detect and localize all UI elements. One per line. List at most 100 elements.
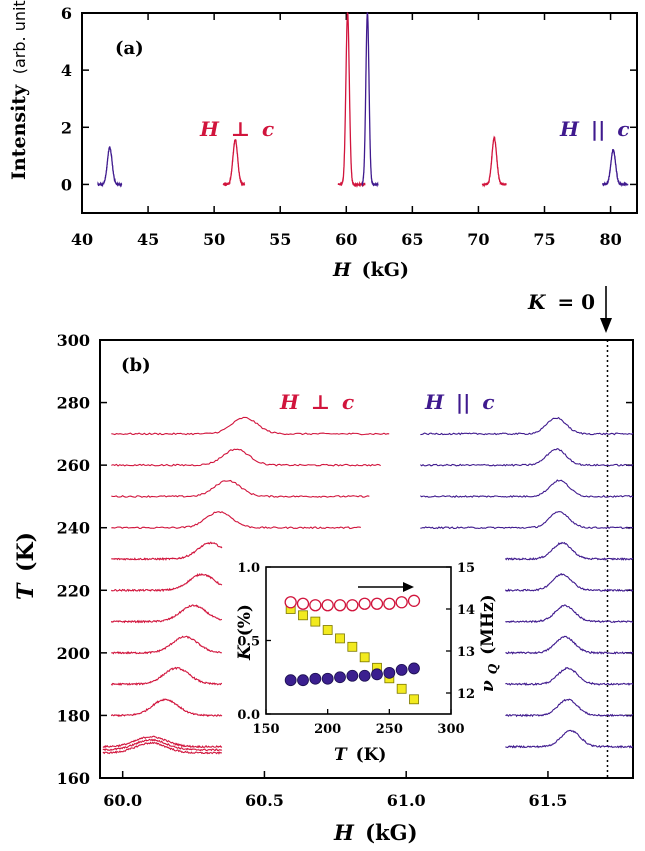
inset-k-par-dot xyxy=(395,664,408,676)
inset: 150 200 250 300 0.0 0.5 1.0 12 13 14 15 K (%) T (K… xyxy=(235,561,502,765)
inset-marks xyxy=(284,594,421,705)
b-ytick-label: 240 xyxy=(57,519,90,538)
inset-ytick-label: 1.0 xyxy=(237,561,260,576)
a-xtick-label: 75 xyxy=(533,230,555,249)
panel-b-ylabel-unit: (K) xyxy=(13,532,39,572)
b-trace-perp xyxy=(102,735,223,749)
panel-b: 60.0 60.5 61.0 61.5 160 180 200 220 240 260 280 300… xyxy=(13,331,634,845)
panel-a-ylabel-unit: (arb. units) xyxy=(10,0,29,74)
inset-k-perp-circle xyxy=(296,597,310,610)
panel-b-label-par-H: H xyxy=(424,390,445,414)
panel-a-ylabel: Intensity (arb. units) xyxy=(8,0,30,180)
panel-b-curves xyxy=(102,416,634,755)
inset-k-perp-circle xyxy=(383,597,396,610)
inset-ylabel-K: K xyxy=(235,644,255,661)
b-trace-perp xyxy=(110,666,223,687)
b-trace-perp xyxy=(110,604,223,624)
b-trace-par xyxy=(504,573,634,592)
k-zero-arrow-head xyxy=(600,318,612,333)
inset-nuq-square xyxy=(396,683,407,694)
inset-k-perp-circle xyxy=(333,599,347,612)
b-trace-par xyxy=(420,479,634,498)
inset-xtick-label: 150 xyxy=(252,722,279,737)
panel-b-xlabel: H (kG) xyxy=(333,820,418,845)
inset-xlabel-unit: (K) xyxy=(356,745,387,765)
b-trace-par xyxy=(505,666,634,686)
a-curve-perp xyxy=(337,12,366,188)
b-ytick-label: 300 xyxy=(57,331,90,350)
panel-a-label-par-sym: || xyxy=(591,117,606,141)
k-zero-label: K = 0 xyxy=(527,290,595,314)
a-ytick-label: 4 xyxy=(61,61,72,80)
b-trace-perp xyxy=(110,572,223,593)
inset-k-perp-circle xyxy=(321,599,334,612)
panel-a-xlabel: H (kG) xyxy=(332,259,409,281)
b-trace-perp xyxy=(111,479,370,498)
inset-k-perp-circle xyxy=(358,597,371,610)
panel-b-ticks: 60.0 60.5 61.0 61.5 160 180 200 220 240 260 280 300 xyxy=(57,331,633,810)
panel-b-label-perp-H: H xyxy=(279,390,300,414)
a-xtick-label: 60 xyxy=(335,230,357,249)
a-curve-par xyxy=(601,148,629,188)
panel-a-xlabel-var: H xyxy=(332,259,352,281)
inset-xtick-label: 250 xyxy=(376,722,403,737)
inset-nuq-square xyxy=(347,641,358,652)
inset-y2label-unit: (MHz) xyxy=(478,594,498,655)
a-xtick-label: 40 xyxy=(71,230,93,249)
a-xtick-label: 45 xyxy=(137,230,159,249)
inset-nuq-square xyxy=(409,694,419,705)
b-xtick-label: 61.5 xyxy=(528,791,567,810)
inset-k-par-dot xyxy=(321,672,334,685)
a-xtick-label: 55 xyxy=(269,230,291,249)
panel-a-tag: (a) xyxy=(115,38,144,59)
inset-y2label-nu: ν xyxy=(478,680,498,692)
a-curve-perp xyxy=(222,138,246,187)
inset-k-perp-circle xyxy=(407,594,421,607)
inset-xlabel: T (K) xyxy=(334,745,386,765)
panel-b-label-par: H || c xyxy=(424,390,495,414)
inset-k-perp-circle xyxy=(284,596,297,609)
inset-k-par-dot xyxy=(383,666,396,679)
inset-k-par-dot xyxy=(309,672,322,685)
a-xtick-label: 70 xyxy=(467,230,489,249)
panel-a-label-par: H || c xyxy=(559,117,630,141)
inset-k-par-dot xyxy=(346,669,359,682)
b-trace-perp xyxy=(111,635,222,655)
b-trace-par xyxy=(420,416,634,436)
inset-y2label-sub: Q xyxy=(486,663,500,674)
panel-a-ylabel-main: Intensity xyxy=(8,84,30,180)
inset-nuq-square xyxy=(310,616,321,627)
b-xtick-label: 61.0 xyxy=(387,791,426,810)
b-ytick-label: 260 xyxy=(57,456,90,475)
panel-a-label-perp-c: c xyxy=(262,117,274,141)
panel-a-label-perp-H: H xyxy=(199,117,220,141)
panel-a-label-par-H: H xyxy=(559,117,580,141)
inset-y2tick-label: 14 xyxy=(457,603,475,618)
inset-nuq-square xyxy=(298,610,308,621)
b-ytick-label: 180 xyxy=(57,706,90,725)
inset-k-perp-circle xyxy=(370,597,384,610)
inset-k-perp-circle xyxy=(395,596,408,609)
panel-b-frame xyxy=(99,339,634,779)
a-xtick-label: 65 xyxy=(401,230,423,249)
b-trace-par xyxy=(420,511,634,530)
a-ytick-label: 2 xyxy=(61,118,72,137)
panel-b-label-par-c: c xyxy=(482,390,494,414)
k-zero-label-K: K xyxy=(527,290,547,314)
b-trace-perp xyxy=(111,416,390,436)
inset-k-perp-circle xyxy=(346,599,359,612)
b-xtick-label: 60.0 xyxy=(103,791,142,810)
panel-b-xlabel-var: H xyxy=(333,820,355,845)
inset-y2tick-label: 13 xyxy=(457,645,475,660)
inset-nuq-square xyxy=(335,633,345,644)
panel-a-label-perp: H ⊥ c xyxy=(199,117,274,141)
inset-y2label: ν Q (MHz) xyxy=(478,594,502,692)
inset-xtick-label: 200 xyxy=(314,722,341,737)
inset-k-perp-circle xyxy=(309,599,322,612)
b-trace-perp xyxy=(110,698,223,718)
panel-a-curves xyxy=(97,12,629,188)
panel-a-xlabel-unit: (kG) xyxy=(362,259,409,281)
inset-k-par-dot xyxy=(297,674,309,687)
inset-y2tick-label: 12 xyxy=(457,687,475,702)
